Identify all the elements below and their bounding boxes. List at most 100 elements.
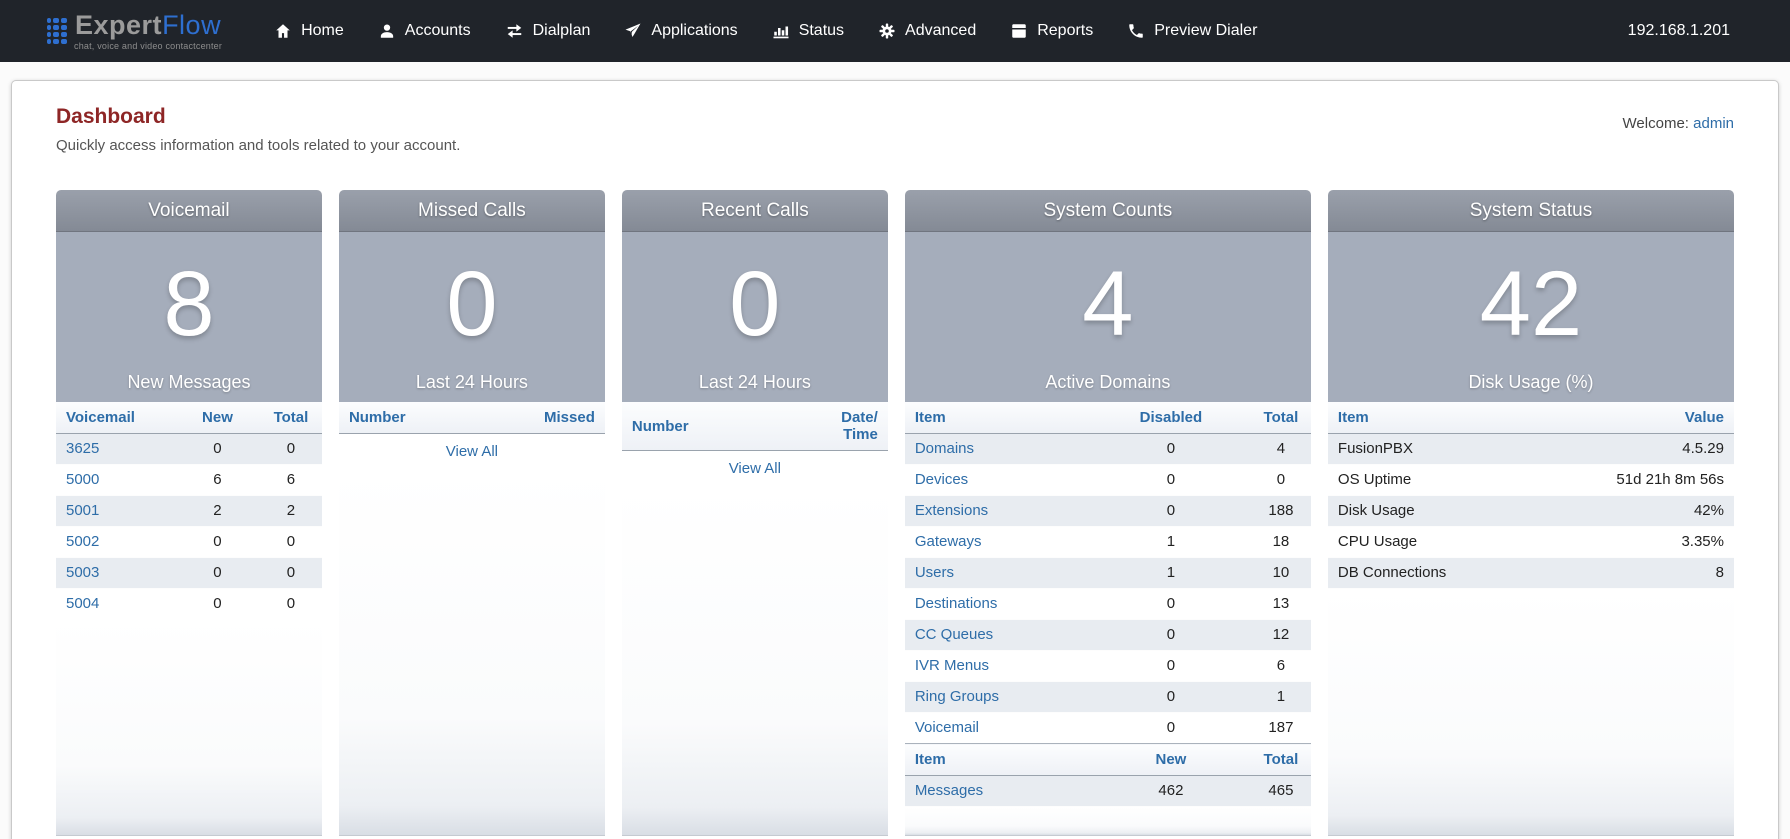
table-row: Devices 0 0 [905,465,1311,496]
table-row: FusionPBX 4.5.29 [1327,433,1734,465]
item-link[interactable]: Extensions [914,502,989,519]
table-header-row: Number Missed [338,402,605,434]
table-header-row: Item Disabled Total [904,402,1311,434]
table-row: Voicemail 0 187 [905,713,1311,744]
panel-filler [904,807,1311,836]
value-cell: 6 [1276,657,1286,674]
value-cell: 12 [1250,619,1311,651]
panel-recent-calls-big: 0 Last 24 Hours [621,232,888,402]
nav-item-dialplan[interactable]: Dialplan [505,22,591,40]
view-all-row: View All [622,451,888,486]
extension-link[interactable]: 5004 [66,595,100,612]
value-cell: 0 [174,433,260,465]
value-cell: 6 [213,471,222,488]
paper-plane-icon [624,22,642,40]
value-cell: 1 [1166,533,1176,550]
column-header: Item [904,743,1091,776]
table-row: Messages 462 465 [904,775,1311,807]
value-cell: 0 [1276,471,1286,488]
panel-voicemail: Voicemail 8 New Messages Voicemail New T… [56,190,322,839]
phone-icon [1127,22,1145,40]
recent-calls-count: 0 [729,253,781,355]
value-cell: 18 [1272,533,1290,550]
value-cell: 51d 21h 8m 56s [1616,471,1724,488]
welcome-user-link[interactable]: admin [1693,115,1734,132]
nav-item-preview-dialer[interactable]: Preview Dialer [1127,22,1257,40]
value-cell: 0 [1166,657,1176,674]
item-link[interactable]: Devices [914,471,969,488]
item-link[interactable]: IVR Menus [914,657,990,674]
table-row: DB Connections 8 [1327,557,1734,589]
recent-calls-table: Number Date/ Time [621,402,888,451]
value-cell: 13 [1272,595,1290,612]
value-cell: 462 [1090,775,1251,807]
server-ip: 192.168.1.201 [1627,22,1730,39]
nav-item-home[interactable]: Home [274,22,344,40]
table-header-row: Item New Total [904,743,1311,776]
nav-item-accounts[interactable]: Accounts [378,22,471,40]
extension-link[interactable]: 5001 [66,502,100,519]
value-cell: 0 [1090,619,1251,651]
top-navbar: ExpertFlow chat, voice and video contact… [0,0,1790,62]
expertflow-logo[interactable]: ExpertFlow chat, voice and video contact… [45,11,222,51]
panel-filler [621,486,888,836]
value-cell: 0 [286,595,296,612]
value-cell: 6 [286,471,296,488]
disk-usage-count: 42 [1479,253,1583,355]
view-all-link[interactable]: View All [445,443,499,460]
table-row: 3625 0 0 [56,433,322,465]
column-header: New [1090,743,1251,776]
item-link[interactable]: Voicemail [914,719,980,736]
item-link[interactable]: Domains [914,440,974,457]
active-domains-label: Active Domains [1045,372,1171,392]
view-all-link[interactable]: View All [728,460,781,477]
nav-menu: Home Accounts Dialplan Applications Stat… [274,22,1257,40]
value-cell: 0 [213,533,222,550]
nav-item-label: Accounts [404,22,471,39]
system-status-table: Item Value FusionPBX 4.5.29 OS Uptime 51… [1327,402,1734,589]
table-row: 5004 0 0 [56,589,322,620]
nav-item-label: Home [301,22,344,39]
item-link[interactable]: Messages [914,782,984,799]
nav-item-applications[interactable]: Applications [624,22,738,40]
column-header: Item [904,402,1091,434]
value-cell: 0 [1166,471,1176,488]
item-link[interactable]: Destinations [914,595,998,612]
extension-link[interactable]: 3625 [66,440,100,457]
missed-calls-count-label: Last 24 Hours [415,372,528,392]
panel-system-counts: System Counts 4 Active Domains Item Disa… [904,190,1311,839]
extension-link[interactable]: 5002 [66,533,100,550]
column-header-line: Time [843,426,878,443]
item-link[interactable]: Gateways [914,533,982,550]
column-header-datetime: Date/ Time [827,402,888,451]
item-cell: CPU Usage [1337,533,1418,550]
panel-missed-calls: Missed Calls 0 Last 24 Hours Number Miss… [338,190,605,839]
value-cell: 4 [1250,433,1311,465]
column-header: Missed [524,402,605,434]
extension-link[interactable]: 5003 [66,564,100,581]
column-header: Total [1250,743,1311,776]
table-row: 5001 2 2 [56,495,322,527]
nav-item-reports[interactable]: Reports [1010,22,1093,40]
item-link[interactable]: CC Queues [914,626,994,643]
value-cell: 42% [1574,495,1734,527]
nav-item-label: Dialplan [532,22,591,39]
panel-system-status-big: 42 Disk Usage (%) [1327,232,1734,402]
voicemail-count-label: New Messages [127,372,251,392]
nav-item-status[interactable]: Status [772,22,844,40]
panel-voicemail-title: Voicemail [56,190,322,232]
extension-link[interactable]: 5000 [66,471,100,488]
table-header-row: Number Date/ Time [621,402,888,451]
value-cell: 1 [1250,681,1311,713]
nav-item-advanced[interactable]: Advanced [878,22,976,40]
column-header: Value [1574,402,1734,434]
panel-filler [338,469,605,836]
item-link[interactable]: Ring Groups [914,688,1000,705]
recent-calls-count-label: Last 24 Hours [698,372,811,392]
item-cell: Disk Usage [1327,495,1574,527]
nav-item-label: Reports [1037,22,1094,39]
item-link[interactable]: Users [914,564,954,581]
table-header-row: Item Value [1327,402,1734,434]
value-cell: 0 [213,595,222,612]
disk-usage-label: Disk Usage (%) [1468,372,1594,392]
